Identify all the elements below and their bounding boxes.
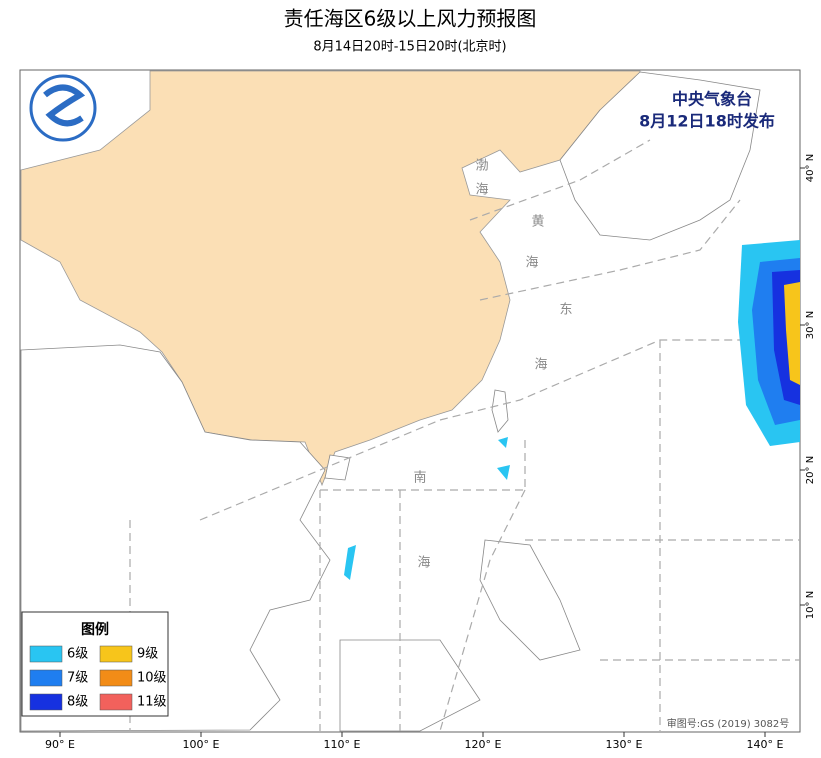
lon-label: 110° E xyxy=(324,738,361,751)
lon-label: 120° E xyxy=(465,738,502,751)
legend-swatch xyxy=(29,693,63,711)
legend-label: 9级 xyxy=(137,647,158,662)
subtitle: 8月14日20时-15日20时(北京时) xyxy=(313,40,506,55)
legend-box xyxy=(21,611,169,717)
sea-label: 海 xyxy=(475,183,488,198)
title: 责任海区6级以上风力预报图 xyxy=(284,7,537,31)
sea-label: 南 xyxy=(413,470,426,486)
land xyxy=(20,70,761,732)
lon-label: 140° E xyxy=(747,738,784,751)
lat-label: 20° N xyxy=(805,456,816,484)
sea-label: 渤 xyxy=(475,158,488,174)
lon-label: 90° E xyxy=(45,738,75,751)
lon-label: 100° E xyxy=(183,738,220,751)
legend-swatch xyxy=(99,669,133,687)
sea-label: 东 xyxy=(559,303,572,318)
lon-label: 130° E xyxy=(606,738,643,751)
lat-label: 10° N xyxy=(805,591,816,619)
issuer: 中央气象台 xyxy=(672,90,752,109)
legend-label: 10级 xyxy=(137,671,167,686)
sea-label: 海 xyxy=(534,358,547,373)
issue-time: 8月12日18时发布 xyxy=(639,112,775,131)
legend-swatch xyxy=(99,693,133,711)
legend-label: 7级 xyxy=(67,671,88,686)
lat-label: 40° N xyxy=(805,154,816,182)
sea-label: 黄 xyxy=(531,215,544,230)
legend-swatch xyxy=(29,669,63,687)
sea-label: 海 xyxy=(525,256,538,271)
wind-area xyxy=(344,240,800,580)
legend-swatch xyxy=(29,645,63,663)
legend-label: 8级 xyxy=(67,695,88,710)
lat-label: 30° N xyxy=(805,311,816,339)
logo-mark xyxy=(43,84,86,127)
legend-title: 图例 xyxy=(81,621,109,638)
sea-label: 海 xyxy=(417,556,430,571)
legend-swatch xyxy=(99,645,133,663)
approval-number: 审图号:GS (2019) 3082号 xyxy=(667,717,790,730)
legend-label: 6级 xyxy=(67,647,88,662)
legend-label: 11级 xyxy=(137,695,167,710)
